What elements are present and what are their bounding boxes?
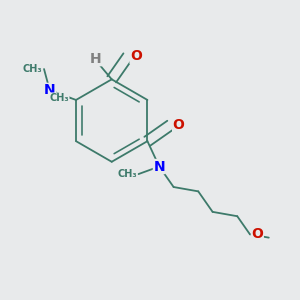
Text: CH₃: CH₃ (23, 64, 43, 74)
Text: O: O (130, 50, 142, 63)
Text: H: H (90, 52, 101, 66)
Text: CH₃: CH₃ (117, 169, 137, 179)
Text: O: O (173, 118, 184, 132)
Text: N: N (44, 83, 56, 98)
Text: CH₃: CH₃ (50, 93, 69, 103)
Text: N: N (153, 160, 165, 173)
Text: O: O (251, 227, 263, 241)
